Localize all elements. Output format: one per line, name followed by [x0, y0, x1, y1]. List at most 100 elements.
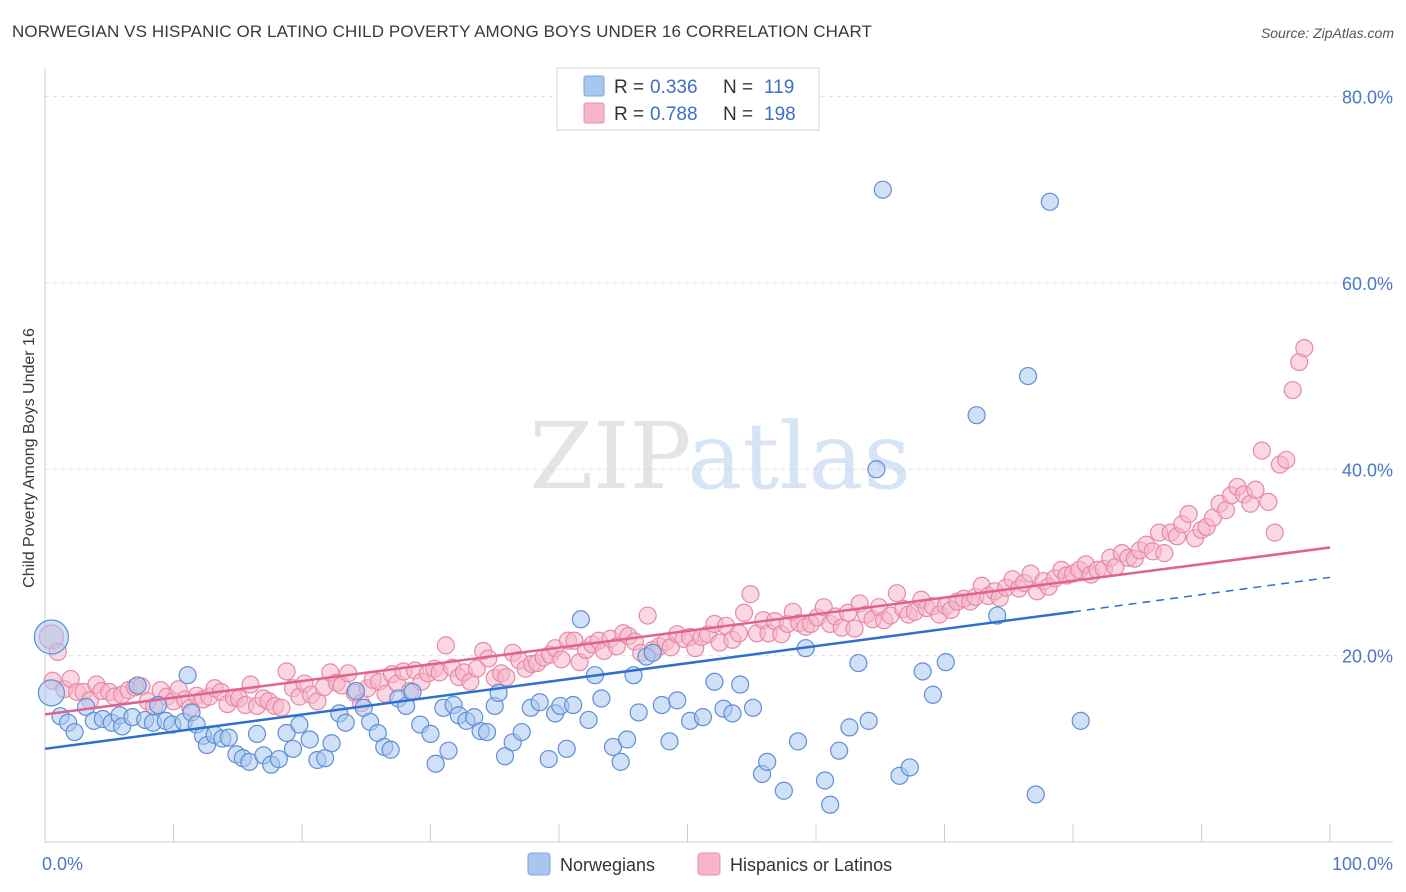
norwegian-point-83	[629, 703, 648, 722]
trend-line-norwegians	[44, 610, 1074, 751]
norwegian-point-43	[346, 681, 366, 701]
norwegian-point-95	[743, 698, 763, 717]
norwegian-point-87	[660, 732, 679, 751]
norwegian-point-80	[611, 752, 630, 771]
norwegian-point-30	[247, 724, 267, 744]
norwegian-point-107	[867, 460, 886, 479]
norwegian-point-78	[592, 689, 611, 708]
norwegian-point-112	[923, 685, 943, 704]
norwegian-point-88	[668, 691, 687, 710]
legend-swatch-norwegians	[583, 75, 605, 97]
legend-n-label-2: N =	[723, 104, 753, 125]
legend-bottom-label-norwegians: Norwegians	[560, 855, 655, 875]
norwegian-point-117	[1026, 785, 1045, 804]
hispanic-point-114	[734, 603, 754, 622]
norwegian-point-12	[128, 676, 147, 695]
legend-swatch-hispanics	[583, 102, 605, 124]
norwegian-point-48	[381, 740, 400, 759]
legend-r-value-2: 0.788	[650, 104, 698, 125]
legend-top: R = 0.336 N = 119 R = 0.788 N = 198	[556, 67, 820, 131]
hispanic-point-75	[497, 667, 516, 687]
norwegian-point-113	[936, 653, 955, 672]
norwegian-point-104	[840, 718, 859, 737]
gridlines	[45, 96, 1393, 657]
norwegian-point-37	[300, 730, 319, 749]
hispanic-point-115	[741, 585, 760, 604]
norwegian-point-53	[421, 724, 440, 744]
y-tick-label-20: 20.0%	[1342, 647, 1393, 667]
hispanic-point-98	[638, 606, 657, 625]
norwegian-point-67	[512, 722, 531, 742]
norwegian-point-103	[830, 741, 849, 760]
hispanic-point-201	[1265, 523, 1284, 542]
norwegian-point-118	[1040, 192, 1059, 211]
hispanic-point-65	[436, 636, 456, 655]
trend-line-hispanics	[44, 546, 1331, 716]
trend-lines	[44, 546, 1331, 751]
norwegian-point-74	[564, 695, 583, 715]
norwegian-point-34	[277, 723, 296, 743]
norwegian-point-85	[643, 643, 662, 662]
norwegian-point-19	[178, 666, 197, 685]
hispanic-point-113	[729, 624, 749, 643]
legend-bottom-swatch-hispanics	[697, 852, 721, 876]
hispanic-point-206	[1295, 339, 1314, 358]
hispanic-point-200	[1259, 492, 1278, 511]
norwegian-point-70	[539, 749, 558, 769]
norwegian-point-36	[290, 715, 309, 734]
norwegian-point-98	[774, 781, 793, 800]
series-hispanics-or-latinos	[38, 339, 1314, 717]
y-tick-labels: 20.0% 40.0% 60.0% 80.0%	[1342, 88, 1393, 667]
norwegian-point-65	[495, 747, 515, 766]
norwegian-point-26	[219, 728, 238, 747]
norwegian-point-99	[788, 732, 808, 751]
norwegian-point-76	[579, 710, 598, 730]
norwegian-point-33	[269, 749, 288, 769]
norwegian-point-116	[1018, 366, 1038, 386]
legend-bottom: Norwegians Hispanics or Latinos	[527, 852, 892, 876]
x-tick-label-100: 100.0%	[1332, 854, 1393, 874]
norwegian-point-4	[65, 722, 84, 742]
norwegian-point-91	[705, 672, 724, 691]
legend-n-value-2: 198	[764, 104, 796, 125]
norwegian-point-90	[693, 708, 713, 727]
legend-r-label-1: R =	[614, 77, 644, 98]
legend-n-label-1: N =	[723, 77, 753, 98]
trend-line-norwegians-extension	[1072, 576, 1331, 613]
hispanic-point-132	[845, 619, 864, 638]
norwegian-point-114	[967, 406, 986, 425]
hispanic-point-84	[552, 650, 571, 669]
norwegian-point-93	[723, 704, 742, 723]
legend-r-value-1: 0.336	[650, 77, 698, 98]
hispanic-point-139	[887, 584, 907, 603]
y-tick-label-60: 60.0%	[1342, 274, 1393, 294]
legend-bottom-swatch-norwegians	[527, 852, 551, 876]
norwegian-point-62	[477, 722, 497, 742]
hispanic-point-38	[272, 698, 291, 717]
source-label: Source: ZipAtlas.com	[1260, 25, 1394, 41]
page-title: NORWEGIAN VS HISPANIC OR LATINO CHILD PO…	[12, 22, 873, 41]
norwegian-point-101	[815, 771, 835, 790]
norwegian-point-115	[988, 606, 1007, 625]
norwegian-point-86	[652, 695, 671, 715]
y-tick-label-80: 80.0%	[1342, 88, 1393, 108]
norwegian-point-79	[603, 737, 623, 757]
hispanic-point-187	[1179, 504, 1198, 524]
norwegian-point-111	[913, 662, 932, 681]
norwegian-point-35	[283, 739, 303, 758]
norwegian-point-106	[859, 711, 878, 730]
norwegian-point-110	[900, 758, 919, 777]
norwegian-point-40	[322, 734, 341, 753]
hispanic-point-33	[241, 675, 260, 694]
hispanic-point-39	[277, 662, 296, 681]
norwegian-point-54	[426, 754, 445, 773]
norwegian-point-1	[37, 679, 66, 707]
hispanic-point-183	[1155, 544, 1174, 563]
x-tick-label-0: 0.0%	[42, 854, 83, 874]
norwegian-point-94	[731, 675, 750, 694]
axes	[44, 68, 1393, 843]
hispanic-point-199	[1252, 441, 1271, 460]
x-tick-labels: 0.0% 100.0%	[42, 854, 1393, 874]
norwegian-point-105	[849, 653, 868, 673]
